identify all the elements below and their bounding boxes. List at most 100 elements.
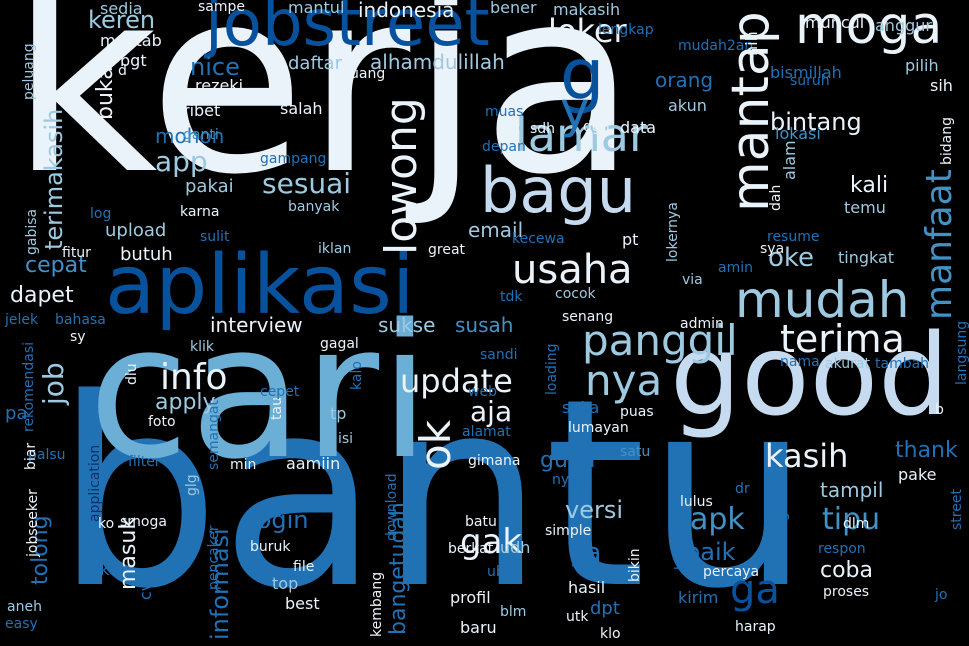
- cloud-word: tipu: [822, 502, 881, 537]
- cloud-word: sulit: [200, 229, 230, 245]
- cloud-word: salah: [280, 99, 323, 118]
- cloud-word: versi: [565, 496, 624, 524]
- cloud-word: indonesia: [358, 0, 455, 22]
- cloud-word: orang: [655, 68, 714, 92]
- cloud-word: tp: [330, 404, 347, 423]
- cloud-word: interview: [210, 313, 303, 337]
- cloud-word: sandi: [480, 347, 518, 363]
- cloud-word: aamiin: [286, 454, 341, 473]
- cloud-word: mantab: [100, 31, 162, 50]
- cloud-word: aplikasi: [105, 238, 415, 333]
- cloud-word: info: [160, 357, 228, 398]
- cloud-word: akun: [668, 96, 707, 115]
- cloud-word: dapet: [10, 283, 74, 308]
- cloud-word: oke: [768, 243, 815, 273]
- cloud-word: update: [400, 362, 513, 400]
- cloud-word: tau: [269, 397, 285, 420]
- cloud-word: apply: [155, 390, 216, 415]
- cloud-word: coba: [820, 558, 874, 583]
- cloud-word: dpt: [590, 598, 620, 619]
- cloud-word: manfaat: [919, 169, 960, 320]
- cloud-word: jelek: [5, 312, 39, 328]
- cloud-word: web: [468, 384, 497, 400]
- cloud-word: percaya: [703, 564, 760, 580]
- cloud-word: email: [468, 218, 524, 242]
- cloud-word: dlm: [843, 516, 870, 532]
- cloud-word: mudah: [735, 271, 910, 329]
- cloud-word: alhamdulillah: [370, 50, 505, 74]
- cloud-word: bahasa: [55, 312, 106, 328]
- cloud-word: upload: [105, 220, 167, 241]
- cloud-word: cv: [136, 581, 155, 600]
- cloud-word: application: [87, 444, 103, 522]
- cloud-word: pa: [5, 403, 28, 424]
- cloud-word: gk: [90, 560, 110, 579]
- cloud-word: utk: [566, 609, 589, 625]
- cloud-word: bismillah: [770, 63, 842, 82]
- cloud-word: peluang: [21, 43, 37, 100]
- cloud-word: keren: [88, 6, 156, 34]
- cloud-word: bgt: [120, 51, 147, 70]
- cloud-word: terima: [780, 317, 905, 361]
- cloud-word: buruk: [250, 539, 291, 555]
- cloud-word: uang: [350, 66, 386, 82]
- cloud-word: cari: [88, 284, 431, 500]
- cloud-word: sdh: [530, 121, 556, 137]
- cloud-word: dr: [735, 481, 750, 497]
- cloud-word: guna: [540, 448, 596, 473]
- cloud-word: loading: [544, 343, 560, 395]
- cloud-word: b: [935, 402, 944, 418]
- cloud-word: simple: [545, 523, 592, 539]
- cloud-word: langsung: [954, 320, 969, 385]
- cloud-word: baik: [685, 538, 736, 566]
- cloud-word: ganti: [183, 127, 219, 143]
- cloud-word: thank: [895, 438, 958, 463]
- cloud-word: amin: [718, 260, 753, 276]
- cloud-word: sampe: [198, 0, 246, 15]
- cloud-word: klo: [600, 626, 621, 642]
- cloud-word: buka: [93, 66, 118, 120]
- cloud-word: puas: [620, 404, 654, 420]
- cloud-word: good: [670, 311, 950, 441]
- cloud-word: data: [620, 118, 657, 137]
- cloud-word: pilih: [905, 56, 939, 75]
- cloud-word: cepat: [25, 253, 87, 278]
- cloud-word: bodong: [673, 517, 689, 570]
- cloud-word: dgn: [583, 119, 610, 135]
- cloud-word: daftar: [288, 53, 342, 74]
- cloud-word: loker: [548, 12, 627, 50]
- cloud-word: easy: [5, 616, 38, 632]
- cloud-word: temu: [844, 198, 886, 217]
- cloud-word: nama: [780, 354, 820, 370]
- cloud-word: bidang: [939, 116, 955, 165]
- cloud-word: akurat: [825, 356, 870, 372]
- cloud-word: hasil: [568, 578, 606, 597]
- cloud-word: mudah2an: [678, 38, 754, 54]
- cloud-word: foto: [148, 414, 176, 430]
- cloud-word: alamat: [462, 424, 511, 440]
- cloud-word: tingkat: [838, 248, 895, 267]
- cloud-word: nice: [190, 53, 240, 81]
- cloud-word: pt: [622, 230, 639, 249]
- cloud-word: mohon: [155, 124, 225, 148]
- cloud-word: proses: [823, 584, 870, 600]
- cloud-word: palsu: [28, 447, 66, 463]
- cloud-word: nya: [585, 356, 663, 405]
- cloud-word: kasih: [765, 437, 849, 475]
- cloud-word: sukse: [378, 313, 436, 337]
- cloud-word: via: [682, 272, 703, 288]
- cloud-word: gampang: [260, 151, 327, 167]
- cloud-word: filter: [128, 454, 161, 470]
- cloud-word: tambah: [875, 356, 930, 372]
- cloud-word: biar: [23, 442, 39, 470]
- cloud-word: gak: [460, 522, 523, 562]
- cloud-word: login: [250, 506, 309, 534]
- cloud-word: min: [230, 457, 257, 473]
- cloud-word: kali: [850, 173, 889, 198]
- cloud-word: apk: [690, 502, 745, 537]
- cloud-word: mantul: [288, 0, 345, 17]
- cloud-word: klik: [190, 339, 214, 355]
- cloud-word: panggil: [582, 316, 738, 365]
- cloud-word: satu: [620, 444, 651, 460]
- cloud-word: susah: [455, 313, 514, 337]
